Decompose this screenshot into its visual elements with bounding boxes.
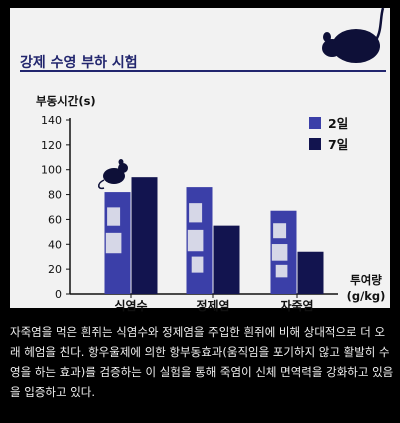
chart-title: 강제 수영 부하 시험 xyxy=(20,55,138,71)
legend-swatch-7day xyxy=(309,138,321,150)
bar-texture xyxy=(105,232,122,254)
y-tick-label: 60 xyxy=(48,213,62,226)
legend-label-7day: 7일 xyxy=(328,137,348,152)
y-tick-label: 100 xyxy=(41,164,62,177)
legend-swatch-2day xyxy=(309,117,321,129)
bar-texture xyxy=(191,256,204,273)
y-tick-label: 80 xyxy=(48,189,62,202)
x-axis-label-line1: 투여량 xyxy=(350,273,382,287)
bar-texture xyxy=(107,207,121,226)
y-tick-label: 40 xyxy=(48,238,62,251)
y-tick-label: 0 xyxy=(55,288,62,301)
bar-texture xyxy=(271,244,288,261)
rat-icon xyxy=(98,159,128,190)
title-divider xyxy=(20,70,386,72)
bar-texture xyxy=(187,229,204,252)
bar-7day-3 xyxy=(297,251,324,294)
legend-label-2day: 2일 xyxy=(328,116,348,131)
chart-caption: 자죽염을 먹은 흰쥐는 식염수와 정제염을 주입한 흰쥐에 비해 상대적으로 더… xyxy=(10,325,394,399)
y-tick-label: 140 xyxy=(41,114,62,127)
y-tick-label: 20 xyxy=(48,263,62,276)
y-tick-label: 120 xyxy=(41,139,62,152)
y-axis-label: 부동시간(s) xyxy=(36,94,96,108)
x-axis-label-line2: (g/kg) xyxy=(347,289,386,303)
bar-texture xyxy=(275,264,288,278)
x-tick-label: 자죽염 xyxy=(280,298,313,313)
x-tick-label: 식염수 xyxy=(114,298,147,313)
bar-texture xyxy=(273,223,287,239)
bar-texture xyxy=(189,203,203,223)
bar-7day-1 xyxy=(131,177,158,294)
x-tick-label: 정제염 xyxy=(196,298,229,313)
bar-7day-2 xyxy=(213,225,240,294)
